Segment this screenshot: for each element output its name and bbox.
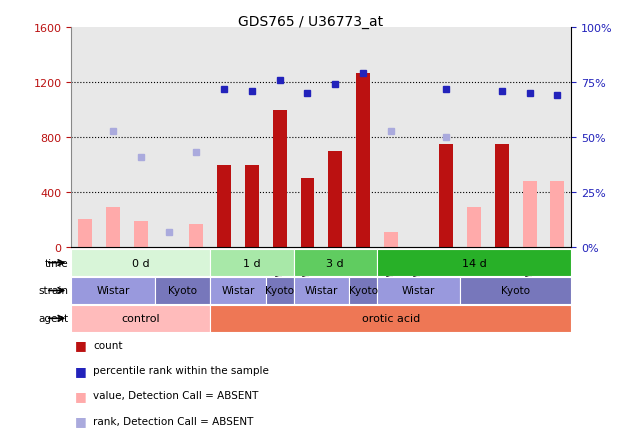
Bar — [217, 165, 231, 247]
Text: percentile rank within the sample: percentile rank within the sample — [93, 365, 269, 375]
Bar — [460, 277, 571, 304]
Bar — [301, 179, 314, 247]
Bar — [211, 277, 266, 304]
Bar — [266, 277, 294, 304]
Text: Wistar: Wistar — [96, 286, 130, 296]
Bar — [329, 151, 342, 247]
Text: Kyoto: Kyoto — [168, 286, 197, 296]
Bar — [523, 181, 537, 247]
Text: ■: ■ — [75, 389, 86, 402]
Text: Kyoto: Kyoto — [348, 286, 378, 296]
Text: 3 d: 3 d — [327, 258, 344, 268]
Bar — [211, 305, 571, 332]
Text: ■: ■ — [75, 364, 86, 377]
Bar — [550, 181, 564, 247]
Bar — [71, 250, 211, 276]
Bar — [377, 250, 571, 276]
Bar — [273, 110, 287, 247]
Text: time: time — [45, 258, 68, 268]
Bar — [155, 277, 211, 304]
Bar — [211, 250, 294, 276]
Text: orotic acid: orotic acid — [361, 314, 420, 323]
Text: ■: ■ — [75, 339, 86, 352]
Bar — [78, 220, 93, 247]
Bar — [349, 277, 377, 304]
Text: 14 d: 14 d — [462, 258, 486, 268]
Text: ■: ■ — [75, 414, 86, 427]
Bar — [467, 207, 481, 247]
Bar — [189, 224, 203, 247]
Bar — [134, 221, 148, 247]
Text: rank, Detection Call = ABSENT: rank, Detection Call = ABSENT — [93, 416, 253, 425]
Text: Wistar: Wistar — [402, 286, 435, 296]
Bar — [495, 145, 509, 247]
Text: count: count — [93, 340, 123, 350]
Bar — [106, 207, 120, 247]
Bar — [384, 232, 397, 247]
Text: Kyoto: Kyoto — [501, 286, 530, 296]
Bar — [356, 73, 370, 247]
Text: 0 d: 0 d — [132, 258, 150, 268]
Bar — [294, 277, 349, 304]
Bar — [71, 305, 211, 332]
Text: strain: strain — [39, 286, 68, 296]
Text: Kyoto: Kyoto — [265, 286, 294, 296]
Text: 1 d: 1 d — [243, 258, 261, 268]
Text: value, Detection Call = ABSENT: value, Detection Call = ABSENT — [93, 391, 258, 400]
Text: Wistar: Wistar — [305, 286, 338, 296]
Text: agent: agent — [38, 314, 68, 323]
Bar — [245, 165, 259, 247]
Bar — [71, 277, 155, 304]
Bar — [294, 250, 377, 276]
Text: control: control — [122, 314, 160, 323]
Text: GDS765 / U36773_at: GDS765 / U36773_at — [238, 15, 383, 29]
Bar — [377, 277, 460, 304]
Bar — [440, 145, 453, 247]
Text: Wistar: Wistar — [221, 286, 255, 296]
